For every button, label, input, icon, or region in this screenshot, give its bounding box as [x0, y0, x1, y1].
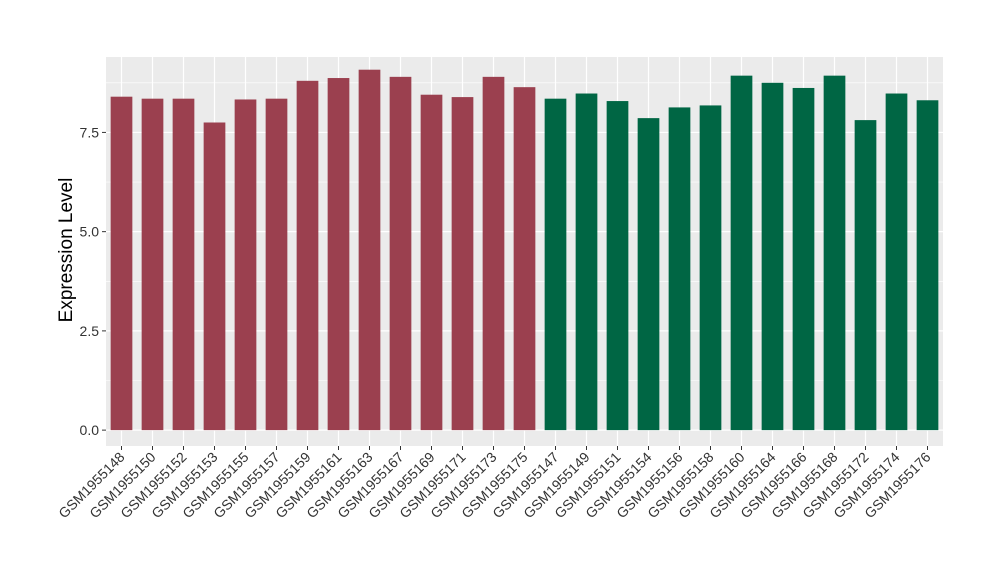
x-axis: GSM1955148GSM1955150GSM1955152GSM1955153… [55, 446, 934, 521]
y-tick-label: 2.5 [80, 323, 100, 339]
bar-GSM1955164 [761, 82, 784, 431]
bar-GSM1955149 [575, 93, 598, 431]
bar-GSM1955156 [668, 107, 691, 431]
bar-GSM1955167 [389, 76, 412, 431]
bar-GSM1955176 [916, 100, 939, 431]
bar-GSM1955158 [699, 105, 722, 431]
bar-GSM1955150 [141, 98, 164, 431]
bar-GSM1955157 [265, 98, 288, 431]
bar-GSM1955169 [420, 94, 443, 431]
bars [110, 69, 939, 431]
bar-GSM1955161 [327, 78, 350, 431]
y-tick-label: 7.5 [80, 124, 100, 140]
bar-GSM1955166 [792, 87, 815, 431]
bar-GSM1955148 [110, 96, 133, 431]
bar-GSM1955171 [451, 97, 474, 431]
bar-GSM1955147 [544, 98, 567, 431]
bar-GSM1955172 [854, 120, 877, 431]
bar-GSM1955152 [172, 98, 195, 431]
bar-GSM1955168 [823, 75, 846, 431]
bar-GSM1955155 [234, 99, 257, 431]
bar-GSM1955175 [513, 87, 536, 431]
bar-GSM1955151 [606, 101, 629, 431]
bar-GSM1955159 [296, 80, 319, 431]
bar-GSM1955160 [730, 75, 753, 431]
y-axis-label: Expression Level [56, 178, 77, 323]
bar-GSM1955174 [885, 93, 908, 431]
bar-GSM1955153 [203, 122, 226, 431]
y-tick-label: 5.0 [80, 224, 100, 240]
bar-GSM1955173 [482, 76, 505, 431]
bar-GSM1955163 [358, 69, 381, 431]
y-axis: 0.0 2.5 5.0 7.5 [80, 124, 106, 438]
y-tick-label: 0.0 [80, 422, 100, 438]
bar-GSM1955154 [637, 118, 660, 431]
